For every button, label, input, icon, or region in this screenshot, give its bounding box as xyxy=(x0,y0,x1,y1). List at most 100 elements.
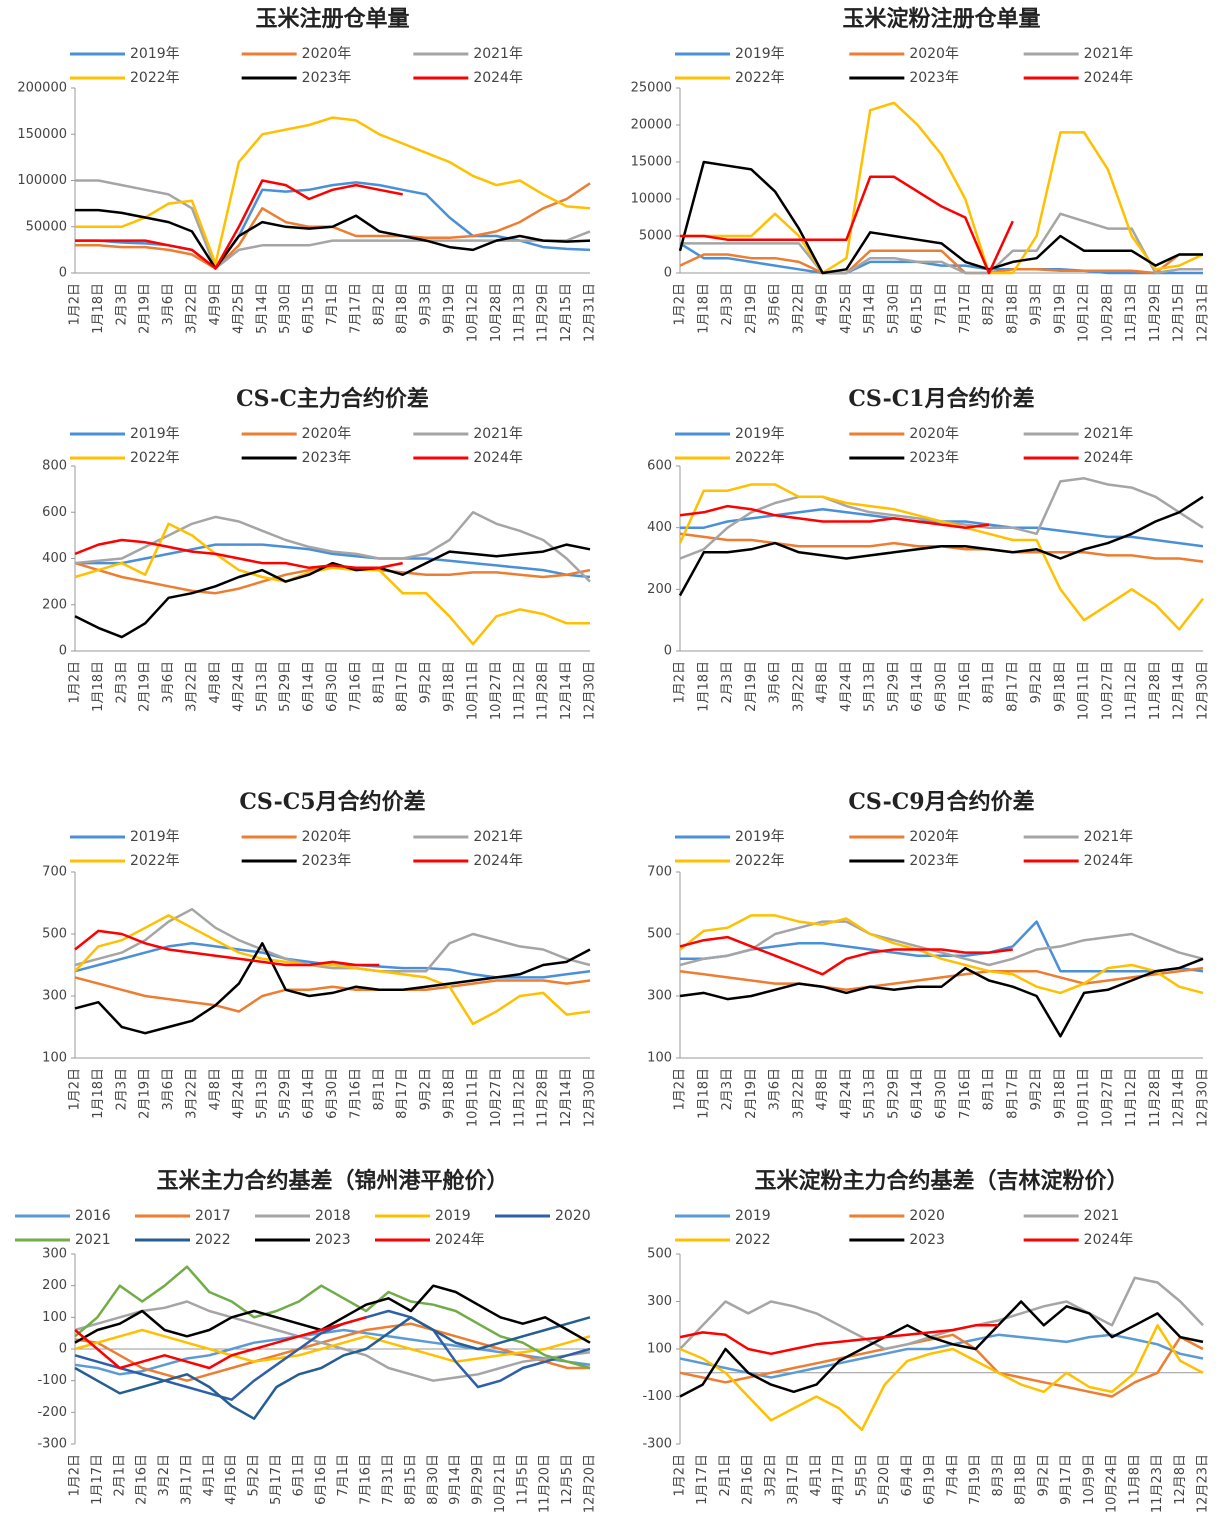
legend-label: 2024年 xyxy=(1084,853,1134,869)
chart-title: 玉米淀粉主力合约基差（吉林淀粉价） xyxy=(754,1168,1128,1194)
x-tick-label: 7月19日 xyxy=(968,1454,983,1505)
legend-label: 2022年 xyxy=(130,853,180,869)
y-tick-label: 0 xyxy=(59,644,67,659)
y-tick-label: 10000 xyxy=(631,192,672,207)
y-tick-label: 100 xyxy=(42,1310,67,1325)
x-tick-label: 2月3日 xyxy=(114,1068,129,1111)
legend-label: 2023年 xyxy=(909,70,959,86)
legend-label: 2023年 xyxy=(302,450,352,466)
legend-label: 2019年 xyxy=(130,426,180,442)
x-tick-label: 9月17日 xyxy=(1059,1454,1074,1505)
legend-label: 2023年 xyxy=(302,70,352,86)
x-tick-label: 7月16日 xyxy=(348,661,363,712)
x-tick-label: 11月5日 xyxy=(515,1454,530,1505)
x-tick-label: 4月24日 xyxy=(231,661,246,712)
legend-label: 2024年 xyxy=(1084,450,1134,466)
x-tick-label: 10月28日 xyxy=(489,283,504,342)
x-tick-label: 1月2日 xyxy=(68,1068,83,1111)
x-tick-label: 11月12日 xyxy=(512,661,527,720)
x-tick-label: 1月18日 xyxy=(91,283,106,334)
x-tick-label: 5月14日 xyxy=(863,283,878,334)
legend-label: 2021 xyxy=(1084,1208,1120,1224)
x-tick-label: 3月22日 xyxy=(185,661,200,712)
legend-label: 2020 xyxy=(555,1208,591,1224)
x-tick-label: 8月15日 xyxy=(403,1454,418,1505)
x-tick-label: 11月12日 xyxy=(512,1068,527,1127)
series-line xyxy=(679,920,1204,967)
x-tick-label: 10月11日 xyxy=(1077,661,1092,720)
x-tick-label: 8月3日 xyxy=(991,1454,1006,1497)
x-tick-label: 2月3日 xyxy=(720,283,735,326)
x-tick-label: 7月16日 xyxy=(958,661,973,712)
x-tick-label: 11月29日 xyxy=(536,283,551,342)
x-tick-label: 5月20日 xyxy=(877,1454,892,1505)
y-tick-label: -100 xyxy=(37,1373,67,1388)
series-line xyxy=(680,175,1014,275)
x-tick-label: 2月3日 xyxy=(720,661,735,704)
x-tick-label: 9月14日 xyxy=(448,1454,463,1505)
x-tick-label: 3月17日 xyxy=(179,1454,194,1505)
legend-label: 2024年 xyxy=(473,853,523,869)
x-tick-label: 1月17日 xyxy=(90,1454,105,1505)
series-line xyxy=(75,116,591,266)
x-tick-label: 6月30日 xyxy=(325,661,340,712)
series-line xyxy=(679,242,1203,275)
legend-label: 2019年 xyxy=(130,829,180,845)
legend-label: 2024年 xyxy=(1084,1232,1134,1248)
y-tick-label: 200 xyxy=(42,597,67,612)
x-tick-label: 3月2日 xyxy=(763,1454,778,1497)
series-line xyxy=(75,179,591,270)
x-tick-label: 11月28日 xyxy=(536,1068,551,1127)
series-line xyxy=(74,1309,591,1401)
x-tick-label: 4月8日 xyxy=(815,661,830,704)
x-tick-label: 4月8日 xyxy=(815,1068,830,1111)
x-tick-label: 1月2日 xyxy=(673,283,688,326)
x-tick-label: 6月16日 xyxy=(314,1454,329,1505)
x-tick-label: 5月14日 xyxy=(255,283,270,334)
x-tick-label: 3月6日 xyxy=(768,283,783,326)
legend-label: 2020年 xyxy=(909,829,959,845)
x-tick-label: 11月20日 xyxy=(538,1454,553,1513)
chart-title: CS-C1月合约价差 xyxy=(848,386,1034,412)
x-tick-label: 6月19日 xyxy=(923,1454,938,1505)
x-tick-label: 12月31日 xyxy=(583,283,598,342)
y-tick-label: 15000 xyxy=(631,155,672,170)
x-tick-label: 10月12日 xyxy=(465,283,480,342)
x-tick-label: 11月8日 xyxy=(1127,1454,1142,1505)
y-tick-label: 300 xyxy=(647,1294,672,1309)
x-tick-label: 3月6日 xyxy=(161,283,176,326)
series-line xyxy=(74,538,403,570)
legend-label: 2022年 xyxy=(735,70,785,86)
y-tick-label: 50000 xyxy=(26,219,67,234)
x-tick-label: 12月5日 xyxy=(560,1454,575,1505)
y-tick-label: 100 xyxy=(42,1051,67,1066)
legend-label: 2022 xyxy=(735,1232,771,1248)
series-line xyxy=(74,942,591,1035)
x-tick-label: 11月12日 xyxy=(1124,1068,1139,1127)
series-line xyxy=(75,208,591,270)
chart: CS-C9月合约价差 2019年 2020年 2021年 2022年 2023年 2024年… xyxy=(647,789,1210,1127)
legend-label: 2020年 xyxy=(909,426,959,442)
x-tick-label: 4月9日 xyxy=(815,283,830,326)
series-line xyxy=(678,160,1203,275)
legend-label: 2019 xyxy=(435,1208,471,1224)
series-line xyxy=(74,1265,591,1370)
y-tick-label: -200 xyxy=(37,1405,67,1420)
legend-label: 2021 xyxy=(75,1232,111,1248)
x-tick-label: 9月19日 xyxy=(442,283,457,334)
x-tick-label: 3月22日 xyxy=(791,283,806,334)
legend-label: 2019年 xyxy=(735,829,785,845)
legend-label: 2020年 xyxy=(909,46,959,62)
x-tick-label: 5月29日 xyxy=(278,661,293,712)
x-tick-label: 9月3日 xyxy=(419,283,434,326)
x-tick-label: 4月24日 xyxy=(839,1068,854,1119)
legend-label: 2021年 xyxy=(473,46,523,62)
x-tick-label: 4月16日 xyxy=(224,1454,239,1505)
x-tick-label: 4月25日 xyxy=(839,283,854,334)
series-line xyxy=(680,101,1204,275)
series-line xyxy=(679,504,990,529)
legend-label: 2021年 xyxy=(1084,46,1134,62)
legend-label: 2019年 xyxy=(735,46,785,62)
x-tick-label: 6月30日 xyxy=(325,1068,340,1119)
